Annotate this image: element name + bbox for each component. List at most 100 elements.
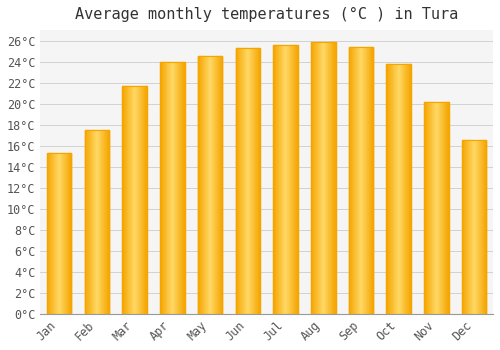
Bar (250, 48, 251, 314)
Bar (181, 62, 182, 314)
Title: Average monthly temperatures (°C ) in Tura: Average monthly temperatures (°C ) in Tu… (75, 7, 458, 22)
Bar (221, 56, 222, 314)
Bar (445, 102, 446, 314)
Bar (246, 48, 247, 314)
Bar (478, 140, 479, 314)
Bar (218, 56, 220, 314)
Bar (332, 42, 333, 314)
Bar (397, 64, 398, 314)
Bar (330, 42, 331, 314)
Bar (60, 153, 61, 314)
Bar (319, 42, 320, 314)
Bar (294, 45, 296, 314)
Bar (47, 153, 72, 314)
Bar (280, 45, 281, 314)
Bar (425, 102, 426, 314)
Bar (389, 64, 390, 314)
Bar (242, 48, 243, 314)
Bar (134, 86, 135, 314)
Bar (392, 64, 393, 314)
Bar (398, 64, 400, 314)
Bar (313, 42, 314, 314)
Bar (463, 140, 464, 314)
Bar (437, 102, 438, 314)
Bar (359, 47, 360, 314)
Bar (198, 56, 222, 314)
Bar (59, 153, 60, 314)
Bar (355, 47, 356, 314)
Bar (335, 42, 336, 314)
Bar (89, 130, 90, 314)
Bar (220, 56, 221, 314)
Bar (210, 56, 212, 314)
Bar (241, 48, 242, 314)
Bar (438, 102, 439, 314)
Bar (480, 140, 481, 314)
Bar (352, 47, 353, 314)
Bar (293, 45, 294, 314)
Bar (291, 45, 292, 314)
Bar (400, 64, 401, 314)
Bar (476, 140, 478, 314)
Bar (390, 64, 391, 314)
Bar (406, 64, 408, 314)
Bar (287, 45, 288, 314)
Bar (146, 86, 147, 314)
Bar (366, 47, 367, 314)
Bar (182, 62, 183, 314)
Bar (329, 42, 330, 314)
Bar (87, 130, 88, 314)
Bar (289, 45, 290, 314)
Bar (63, 153, 64, 314)
Bar (256, 48, 257, 314)
Bar (168, 62, 170, 314)
Bar (71, 153, 72, 314)
Bar (348, 47, 374, 314)
Bar (311, 42, 336, 314)
Bar (204, 56, 205, 314)
Bar (388, 64, 389, 314)
Bar (277, 45, 278, 314)
Bar (48, 153, 50, 314)
Bar (104, 130, 105, 314)
Bar (430, 102, 431, 314)
Bar (163, 62, 164, 314)
Bar (212, 56, 213, 314)
Bar (278, 45, 279, 314)
Bar (206, 56, 207, 314)
Bar (142, 86, 143, 314)
Bar (426, 102, 428, 314)
Bar (247, 48, 248, 314)
Bar (433, 102, 434, 314)
Bar (446, 102, 447, 314)
Bar (396, 64, 397, 314)
Bar (314, 42, 316, 314)
Bar (410, 64, 411, 314)
Bar (166, 62, 167, 314)
Bar (70, 153, 71, 314)
Bar (172, 62, 173, 314)
Bar (130, 86, 131, 314)
Bar (473, 140, 474, 314)
Bar (180, 62, 181, 314)
Bar (327, 42, 328, 314)
Bar (205, 56, 206, 314)
Bar (283, 45, 284, 314)
Bar (164, 62, 165, 314)
Bar (101, 130, 102, 314)
Bar (66, 153, 67, 314)
Bar (244, 48, 245, 314)
Bar (90, 130, 91, 314)
Bar (367, 47, 368, 314)
Bar (140, 86, 141, 314)
Bar (238, 48, 239, 314)
Bar (55, 153, 56, 314)
Bar (434, 102, 435, 314)
Bar (51, 153, 52, 314)
Bar (251, 48, 252, 314)
Bar (444, 102, 445, 314)
Bar (358, 47, 359, 314)
Bar (290, 45, 291, 314)
Bar (170, 62, 171, 314)
Bar (479, 140, 480, 314)
